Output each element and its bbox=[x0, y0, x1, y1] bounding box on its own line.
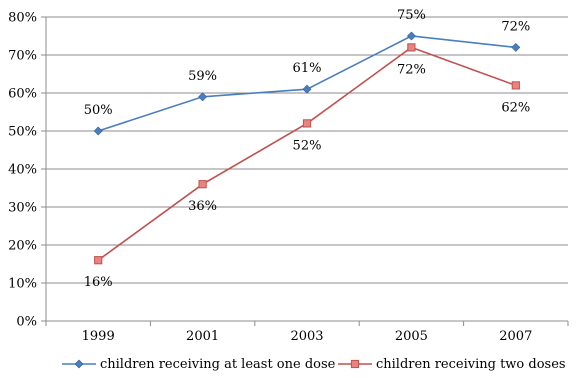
x-tick-label: 2007 bbox=[499, 329, 532, 344]
data-point-diamond bbox=[511, 42, 521, 52]
data-point-square bbox=[198, 180, 207, 189]
legend: children receiving at least one dose chil… bbox=[62, 357, 566, 372]
data-label: 16% bbox=[84, 275, 113, 290]
x-axis-ticks: 1999 2001 2003 2005 2007 bbox=[45, 321, 569, 344]
legend-marker-square bbox=[350, 359, 360, 369]
legend-label: children receiving at least one dose bbox=[100, 357, 336, 372]
data-label: 61% bbox=[293, 61, 322, 76]
data-label: 62% bbox=[501, 100, 530, 115]
data-label: 72% bbox=[501, 19, 530, 34]
y-tick-label: 40% bbox=[8, 163, 37, 178]
series-group bbox=[93, 31, 521, 265]
legend-label: children receiving two doses bbox=[376, 357, 566, 372]
y-axis-ticks: 0% 10% 20% 30% 40% 50% 60% 70% 80% bbox=[8, 11, 46, 330]
x-tick-label: 2005 bbox=[395, 329, 428, 344]
series-line-1 bbox=[97, 35, 516, 132]
data-point-diamond bbox=[406, 31, 416, 41]
data-label: 59% bbox=[188, 69, 217, 84]
y-tick-label: 80% bbox=[8, 11, 37, 26]
data-point-square bbox=[407, 43, 416, 52]
data-point-diamond bbox=[302, 84, 312, 94]
data-label: 52% bbox=[293, 138, 322, 153]
data-labels: 50% 59% 61% 75% 72% 16% 36% 52% 72% 62% bbox=[84, 8, 531, 290]
data-label: 50% bbox=[84, 103, 113, 118]
y-tick-label: 0% bbox=[16, 315, 37, 330]
y-tick-label: 10% bbox=[8, 277, 37, 292]
data-point-diamond bbox=[93, 126, 103, 136]
y-tick-label: 50% bbox=[8, 125, 37, 140]
x-tick-label: 1999 bbox=[82, 329, 115, 344]
y-tick-label: 60% bbox=[8, 87, 37, 102]
legend-marker-diamond bbox=[74, 359, 84, 369]
data-label: 75% bbox=[397, 8, 426, 23]
x-tick-label: 2003 bbox=[290, 329, 323, 344]
y-tick-label: 70% bbox=[8, 49, 37, 64]
x-tick-label: 2001 bbox=[186, 329, 219, 344]
data-point-square bbox=[94, 256, 103, 265]
series-line-2 bbox=[97, 46, 517, 261]
gridlines bbox=[46, 16, 568, 322]
data-point-square bbox=[511, 81, 520, 90]
y-tick-label: 20% bbox=[8, 239, 37, 254]
data-label: 72% bbox=[397, 62, 426, 77]
y-tick-label: 30% bbox=[8, 201, 37, 216]
data-label: 36% bbox=[188, 199, 217, 214]
data-point-diamond bbox=[198, 92, 208, 102]
data-point-square bbox=[302, 119, 312, 128]
